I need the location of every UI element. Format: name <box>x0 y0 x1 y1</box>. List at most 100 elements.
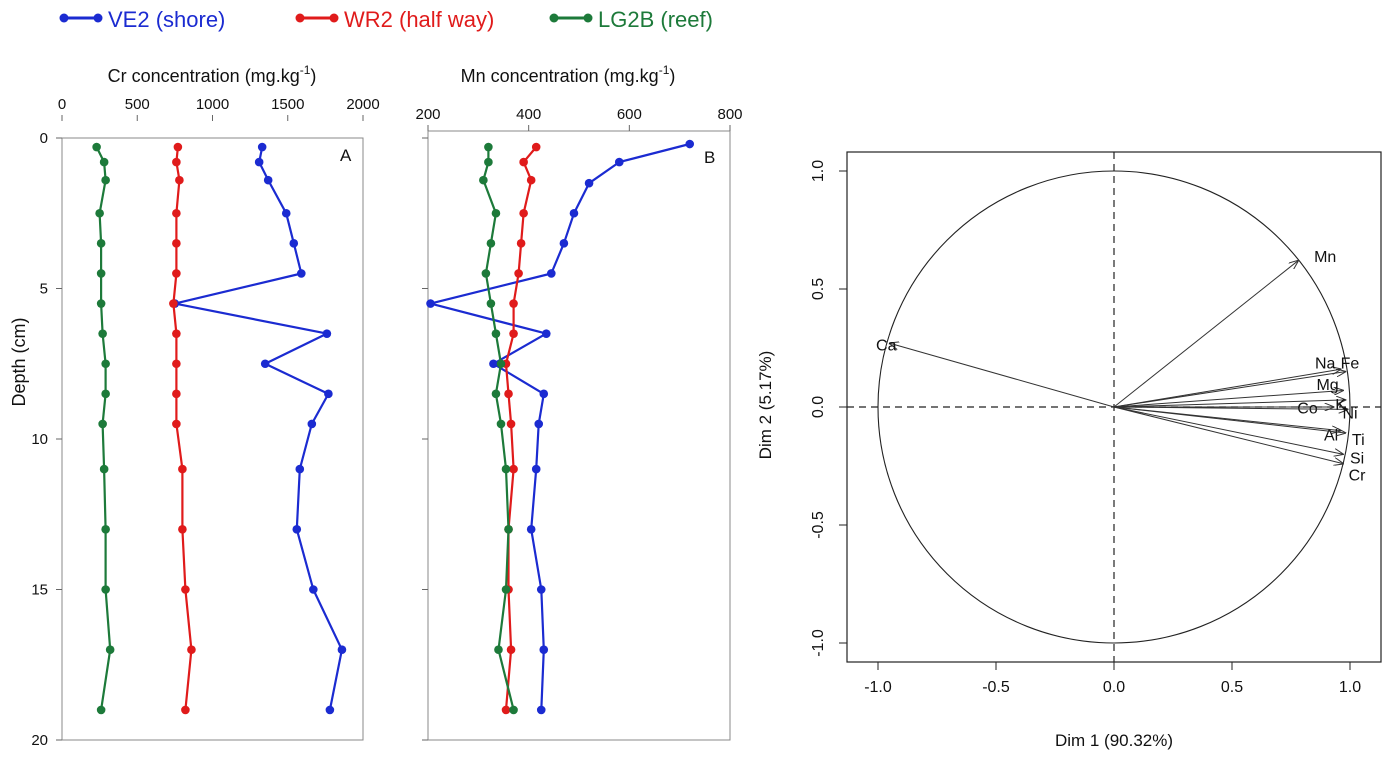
loading-label-ti: Ti <box>1352 432 1365 449</box>
data-point <box>181 585 190 594</box>
loading-arrow-cr <box>1113 406 1343 464</box>
data-point <box>491 329 501 338</box>
data-point <box>101 359 110 369</box>
legend-label: WR2 (half way) <box>344 7 494 32</box>
y-tick-label: 1.0 <box>810 160 827 182</box>
x-tick-label: 400 <box>516 106 541 123</box>
data-point <box>506 419 516 429</box>
data-point <box>481 269 491 278</box>
loading-arrow-fe <box>1113 372 1345 408</box>
data-point <box>494 645 503 654</box>
x-tick-label: 1.0 <box>1339 679 1361 696</box>
x-tick-label: -1.0 <box>864 679 892 696</box>
data-point <box>559 239 569 248</box>
data-point <box>486 299 496 308</box>
x-tick-label: 0.5 <box>1221 679 1243 696</box>
data-point <box>169 299 178 308</box>
loading-arrow-ti <box>1113 406 1345 433</box>
data-point <box>685 139 695 149</box>
y-tick-label: 10 <box>31 431 48 448</box>
x-tick-label: -0.5 <box>982 679 1010 696</box>
loading-label-ni: Ni <box>1342 406 1357 423</box>
loading-label-al: Al <box>1324 428 1338 445</box>
data-point <box>509 705 518 715</box>
legend-swatch-dot <box>295 13 305 23</box>
loading-arrow-si <box>1113 406 1343 454</box>
panel-a-series <box>92 142 347 715</box>
pca-ylabel: Dim 2 (5.17%) <box>756 351 775 460</box>
legend-item-ve2: VE2 (shore) <box>59 7 225 32</box>
data-point <box>92 142 101 152</box>
data-point <box>175 175 184 185</box>
x-tick-label: 0 <box>58 96 66 113</box>
loading-label-cr: Cr <box>1349 467 1367 484</box>
data-point <box>172 239 181 248</box>
legend-swatch-dot <box>59 13 69 23</box>
data-point <box>187 645 196 654</box>
data-point <box>101 175 110 185</box>
series-ve2 <box>426 139 695 715</box>
legend-swatch-dot <box>583 13 593 23</box>
y-tick-label: 15 <box>31 582 48 599</box>
data-point <box>509 464 518 474</box>
data-point <box>491 389 501 399</box>
data-point <box>322 329 332 338</box>
data-point <box>569 208 579 218</box>
panel-b-label: B <box>704 148 715 167</box>
data-point <box>484 142 493 152</box>
data-point <box>172 269 181 278</box>
data-point <box>295 464 305 474</box>
data-point <box>292 525 302 534</box>
data-point <box>172 359 181 369</box>
data-point <box>584 178 594 188</box>
series-line-ve2 <box>429 142 690 710</box>
series-wr2 <box>169 142 196 715</box>
pca-y-axis: -1.0 -0.5 0.0 0.5 1.0 <box>810 160 847 657</box>
x-tick-label: 1500 <box>271 96 304 113</box>
series-line-lg2b <box>95 146 112 711</box>
series-wr2 <box>501 142 541 715</box>
series-ve2 <box>170 142 347 715</box>
data-point <box>172 208 181 218</box>
series-line-ve2 <box>173 146 343 711</box>
data-point <box>534 419 544 429</box>
data-point <box>324 389 333 399</box>
legend-item-lg2b: LG2B (reef) <box>549 7 713 32</box>
data-point <box>614 157 624 167</box>
data-point <box>484 157 493 167</box>
data-point <box>536 705 546 715</box>
data-point <box>426 299 435 308</box>
data-point <box>101 389 110 399</box>
pca-xlabel: Dim 1 (90.32%) <box>1055 731 1173 750</box>
data-point <box>178 464 187 474</box>
loading-label-fe: Fe <box>1341 356 1360 373</box>
data-point <box>509 329 518 338</box>
data-point <box>296 269 306 278</box>
data-point <box>254 157 264 167</box>
data-point <box>519 157 528 167</box>
data-point <box>101 585 110 594</box>
data-point <box>491 208 501 218</box>
legend-swatch-dot <box>93 13 103 23</box>
series-line-wr2 <box>504 146 538 710</box>
data-point <box>501 464 511 474</box>
data-point <box>504 389 513 399</box>
panel-b-frame <box>427 130 731 741</box>
x-tick-label: 800 <box>717 106 742 123</box>
x-tick-label: 2000 <box>346 96 379 113</box>
y-tick-label: 0.5 <box>810 278 827 300</box>
data-point <box>96 239 106 248</box>
data-point <box>96 269 106 278</box>
data-point <box>526 175 536 185</box>
data-point <box>519 208 528 218</box>
loading-label-na: Na <box>1315 356 1336 373</box>
panel-a-title: Cr concentration (mg.kg-1) <box>108 63 317 86</box>
pca-x-axis: -1.0 -0.5 0.0 0.5 1.0 <box>864 662 1361 696</box>
data-point <box>506 645 516 654</box>
data-point <box>96 299 106 308</box>
loading-arrow-na <box>1113 369 1341 408</box>
data-point <box>526 525 536 534</box>
panel-b-series <box>426 139 695 715</box>
data-point <box>178 525 187 534</box>
